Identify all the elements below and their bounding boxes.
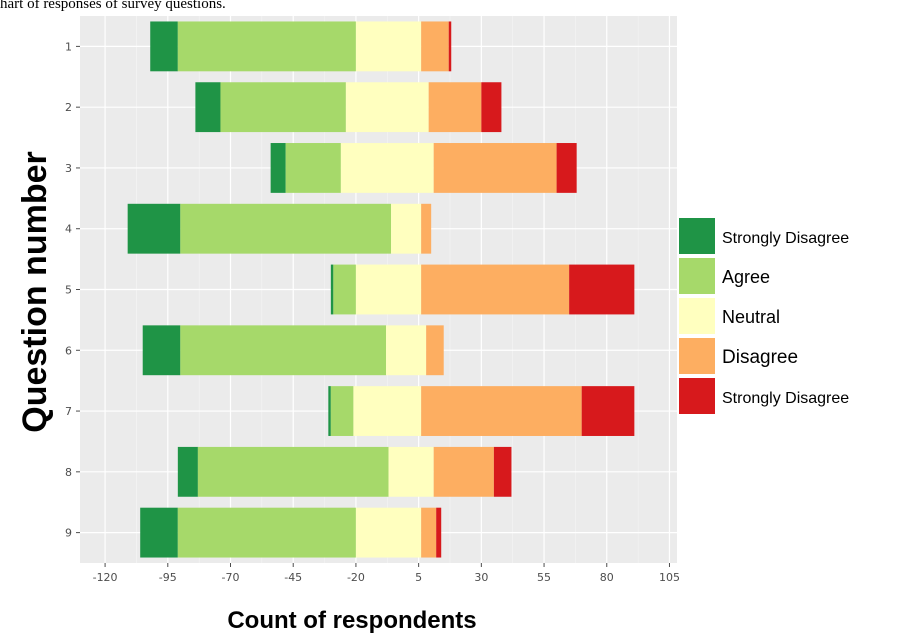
bar-q1-neutral <box>355 21 422 72</box>
y-tick-label: 9 <box>65 527 72 540</box>
bar-q8-disagree <box>433 446 494 497</box>
y-tick-label: 8 <box>65 466 72 479</box>
y-tick-label: 5 <box>65 284 72 297</box>
y-tick-label: 4 <box>65 223 72 236</box>
bar-q6-agree <box>180 325 387 376</box>
x-tick-label: 105 <box>659 571 680 584</box>
y-axis-ticks: 1 2 3 4 5 6 7 8 9 <box>65 40 80 540</box>
bar-q2-agree <box>220 82 346 133</box>
bar-q1-strong-agree <box>150 21 178 72</box>
bar-q7-strong-disagree <box>581 386 635 436</box>
x-axis-ticks: -120 -95 -70 -45 -20 5 30 55 80 105 <box>93 563 680 584</box>
bar-q3-disagree <box>433 143 557 193</box>
bar-q7-neutral <box>353 386 422 436</box>
x-tick-label: -45 <box>284 571 302 584</box>
x-tick-label: -20 <box>347 571 365 584</box>
bar-q8-strong-agree <box>177 446 198 497</box>
bar-q8-agree <box>197 446 389 497</box>
legend-swatch-strong-agree <box>679 218 715 254</box>
bar-q2-strong-agree <box>195 82 221 133</box>
x-tick-label: -95 <box>159 571 177 584</box>
bar-q1-agree <box>177 21 356 72</box>
x-axis-title: Count of respondents <box>227 607 476 634</box>
bar-q1-disagree <box>421 21 449 72</box>
legend-label: Neutral <box>722 307 780 327</box>
bar-q9-strong-disagree <box>436 507 442 558</box>
bar-q5-strong-disagree <box>569 264 635 315</box>
bar-q8-neutral <box>388 446 434 497</box>
bar-q4-neutral <box>391 203 422 254</box>
legend-label: Disagree <box>722 347 798 368</box>
bar-q5-neutral <box>355 264 422 315</box>
bar-q6-strong-agree <box>142 325 181 376</box>
y-tick-label: 6 <box>65 344 72 357</box>
bar-q7-agree <box>330 386 354 436</box>
legend-label: Strongly Disagree <box>722 390 849 407</box>
bar-q3-agree <box>285 143 341 193</box>
bar-q9-strong-agree <box>140 507 178 558</box>
bar-q9-agree <box>177 507 356 558</box>
bar-q1-strong-disagree <box>448 21 452 72</box>
x-tick-label: 30 <box>474 571 488 584</box>
legend-swatch-disagree <box>679 338 715 374</box>
bar-q3-strong-agree <box>270 143 286 193</box>
figure-caption: hart of responses of survey questions. <box>0 0 226 12</box>
bar-q9-neutral <box>355 507 422 558</box>
bar-q8-strong-disagree <box>493 446 512 497</box>
y-tick-label: 2 <box>65 101 72 114</box>
legend-swatch-neutral <box>679 298 715 334</box>
x-tick-label: -120 <box>93 571 118 584</box>
bar-q4-strong-agree <box>127 203 181 254</box>
bar-q9-disagree <box>421 507 437 558</box>
bar-q6-neutral <box>386 325 427 376</box>
legend-label: Strongly Disagree <box>722 230 849 247</box>
bar-q5-agree <box>333 264 356 315</box>
bar-q2-neutral <box>345 82 429 133</box>
bar-q3-neutral <box>340 143 434 193</box>
y-axis-title: Question number <box>16 151 54 432</box>
x-tick-label: 55 <box>537 571 551 584</box>
bar-q5-disagree <box>421 264 570 315</box>
bar-q5-strong-agree <box>330 264 334 315</box>
bar-q2-disagree <box>428 82 482 133</box>
bar-q4-agree <box>180 203 392 254</box>
bar-q3-strong-disagree <box>556 143 577 193</box>
legend-swatch-strong-disagree <box>679 378 715 414</box>
legend: Strongly Disagree Agree Neutral Disagree Str… <box>679 218 849 414</box>
legend-swatch-agree <box>679 258 715 294</box>
bar-q6-disagree <box>426 325 444 376</box>
bars <box>127 21 635 558</box>
legend-label: Agree <box>722 267 770 287</box>
bar-q2-strong-disagree <box>481 82 502 133</box>
bar-q7-strong-agree <box>328 386 331 436</box>
y-tick-label: 1 <box>65 40 72 53</box>
x-tick-label: 80 <box>600 571 614 584</box>
bar-q7-disagree <box>421 386 582 436</box>
y-tick-label: 7 <box>65 405 72 418</box>
x-tick-label: -70 <box>222 571 240 584</box>
bar-q4-disagree <box>421 203 432 254</box>
x-tick-label: 5 <box>415 571 422 584</box>
y-tick-label: 3 <box>65 162 72 175</box>
